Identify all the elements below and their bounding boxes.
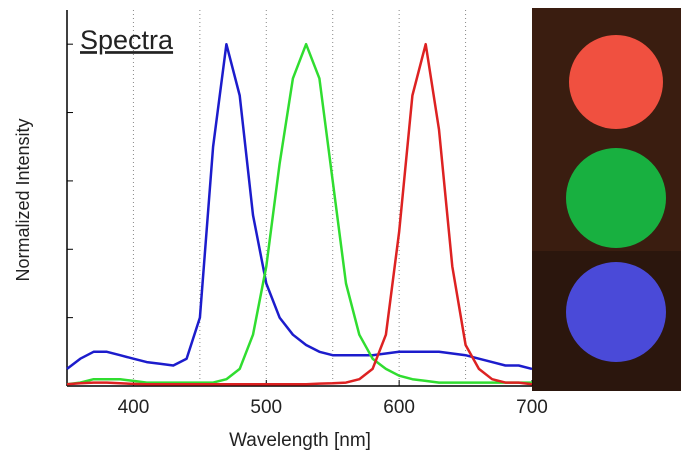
y-axis-label: Normalized Intensity [13, 118, 33, 281]
green-led [566, 148, 666, 248]
red-led [569, 35, 663, 129]
x-tick-label: 500 [250, 397, 282, 418]
series-line [66, 42, 533, 386]
x-tick-label: 700 [516, 397, 548, 418]
blue-led [566, 262, 666, 362]
x-tick-label: 600 [383, 397, 415, 418]
x-tick-label: 400 [118, 397, 150, 418]
series-line [66, 42, 533, 371]
photo [532, 8, 681, 391]
x-axis-label: Wavelength [nm] [229, 430, 371, 451]
series-line [66, 42, 532, 386]
chart-title: Spectra [80, 25, 174, 55]
